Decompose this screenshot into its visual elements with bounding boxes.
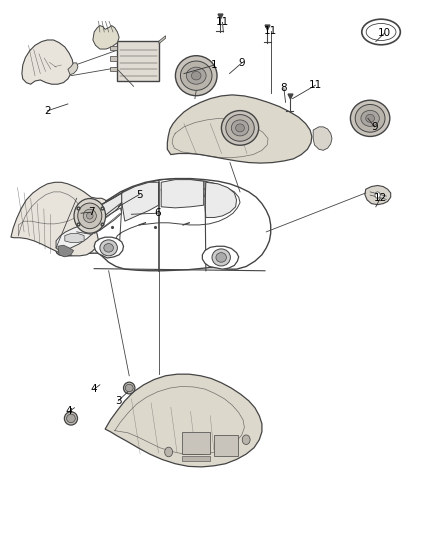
Ellipse shape bbox=[242, 435, 250, 445]
Polygon shape bbox=[313, 127, 332, 150]
Text: 9: 9 bbox=[238, 58, 245, 68]
Ellipse shape bbox=[375, 192, 380, 198]
Ellipse shape bbox=[366, 114, 374, 122]
Ellipse shape bbox=[191, 71, 201, 80]
Bar bbox=[182, 456, 210, 461]
Polygon shape bbox=[93, 26, 119, 49]
Bar bbox=[214, 435, 238, 456]
Bar bbox=[110, 67, 117, 71]
Ellipse shape bbox=[165, 447, 173, 457]
Polygon shape bbox=[202, 246, 239, 269]
Ellipse shape bbox=[78, 203, 102, 229]
Ellipse shape bbox=[216, 253, 226, 262]
Polygon shape bbox=[94, 237, 124, 258]
Polygon shape bbox=[161, 188, 206, 198]
Polygon shape bbox=[122, 182, 159, 221]
Ellipse shape bbox=[361, 110, 379, 126]
Text: 7: 7 bbox=[88, 207, 95, 217]
Text: 11: 11 bbox=[264, 26, 277, 36]
Text: 11: 11 bbox=[216, 18, 229, 27]
Polygon shape bbox=[55, 179, 271, 271]
Polygon shape bbox=[365, 185, 391, 205]
Polygon shape bbox=[92, 208, 122, 233]
Polygon shape bbox=[161, 180, 204, 208]
Ellipse shape bbox=[124, 382, 135, 394]
Text: 1: 1 bbox=[211, 60, 218, 70]
Text: 11: 11 bbox=[309, 80, 322, 90]
Polygon shape bbox=[65, 233, 84, 243]
Text: 4: 4 bbox=[66, 407, 73, 416]
Bar bbox=[110, 46, 117, 50]
Polygon shape bbox=[105, 374, 262, 467]
Text: 6: 6 bbox=[154, 208, 161, 218]
Polygon shape bbox=[167, 95, 312, 163]
Polygon shape bbox=[68, 63, 78, 75]
Ellipse shape bbox=[231, 120, 249, 136]
Ellipse shape bbox=[64, 411, 78, 425]
Ellipse shape bbox=[180, 61, 212, 91]
Text: 5: 5 bbox=[136, 190, 143, 199]
Polygon shape bbox=[22, 40, 74, 84]
Polygon shape bbox=[58, 245, 74, 257]
Polygon shape bbox=[94, 193, 122, 224]
Ellipse shape bbox=[366, 23, 396, 41]
Ellipse shape bbox=[104, 244, 113, 252]
Ellipse shape bbox=[100, 240, 117, 256]
Text: 9: 9 bbox=[371, 122, 378, 132]
Text: 3: 3 bbox=[115, 396, 122, 406]
Polygon shape bbox=[205, 182, 237, 217]
Ellipse shape bbox=[125, 384, 133, 392]
Ellipse shape bbox=[187, 67, 206, 84]
Ellipse shape bbox=[355, 104, 385, 132]
Polygon shape bbox=[159, 36, 166, 44]
Ellipse shape bbox=[212, 249, 230, 266]
Ellipse shape bbox=[236, 124, 244, 132]
Ellipse shape bbox=[175, 56, 217, 96]
Bar bbox=[182, 432, 210, 454]
Polygon shape bbox=[11, 182, 107, 256]
Ellipse shape bbox=[86, 213, 93, 219]
Ellipse shape bbox=[350, 100, 390, 136]
Text: 12: 12 bbox=[374, 193, 387, 203]
Ellipse shape bbox=[74, 199, 106, 233]
Text: 2: 2 bbox=[44, 106, 51, 116]
Ellipse shape bbox=[226, 115, 254, 141]
Text: 10: 10 bbox=[378, 28, 391, 38]
Ellipse shape bbox=[362, 19, 400, 45]
Ellipse shape bbox=[67, 414, 75, 423]
Polygon shape bbox=[56, 223, 95, 251]
Ellipse shape bbox=[83, 209, 96, 223]
Text: 4: 4 bbox=[91, 384, 98, 394]
Bar bbox=[117, 41, 159, 81]
Bar bbox=[110, 56, 117, 61]
Text: 8: 8 bbox=[280, 83, 287, 93]
Ellipse shape bbox=[221, 111, 258, 146]
